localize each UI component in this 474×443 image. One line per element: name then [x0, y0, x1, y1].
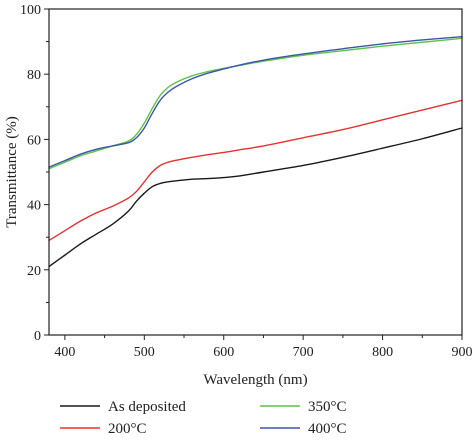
series-line-3	[48, 36, 463, 168]
y-tick-label: 80	[27, 68, 41, 83]
y-tick-label: 0	[34, 329, 41, 344]
x-tick-label: 700	[293, 345, 314, 360]
legend-label: 400°C	[308, 421, 347, 437]
plot-frame	[48, 8, 463, 336]
x-tick-label: 500	[134, 345, 155, 360]
legend: As deposited 200°C 350°C 400°C	[60, 399, 347, 437]
series-line-0	[48, 127, 463, 268]
x-tick-label: 900	[452, 345, 473, 360]
legend-label: As deposited	[108, 399, 186, 415]
y-tick-label: 60	[27, 133, 41, 148]
y-tick-label: 100	[20, 3, 41, 18]
series-line-1	[48, 99, 463, 242]
legend-label: 200°C	[108, 421, 147, 437]
series-line-2	[48, 37, 463, 170]
x-tick-label: 600	[213, 345, 234, 360]
y-tick-label: 40	[27, 199, 41, 214]
x-axis-label: Wavelength (nm)	[203, 372, 307, 388]
x-tick-label: 800	[372, 345, 393, 360]
y-tick-label: 20	[27, 264, 41, 279]
plot-lines	[48, 36, 463, 268]
x-axis-ticks: 400 500 600 700 800 900	[54, 335, 473, 360]
legend-label: 350°C	[308, 399, 347, 415]
y-axis-ticks: 0 20 40 60 80 100	[20, 3, 49, 344]
y-axis-label: Transmittance (%)	[4, 116, 20, 228]
x-tick-label: 400	[54, 345, 75, 360]
